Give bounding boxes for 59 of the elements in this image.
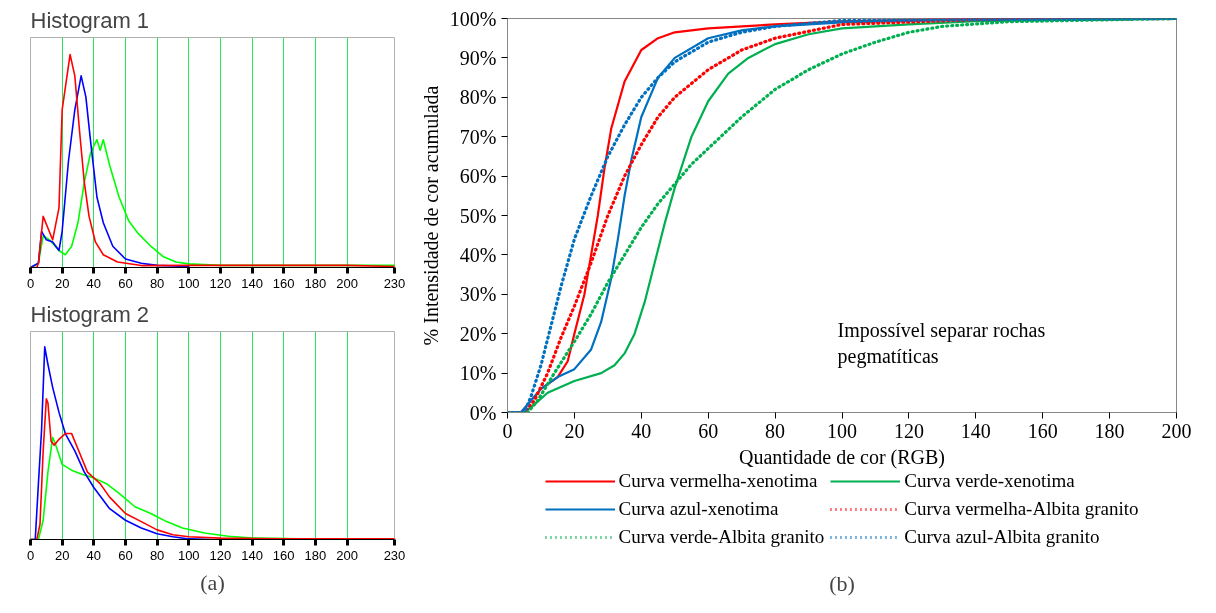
y-tick-label: 50% — [459, 204, 497, 227]
y-axis-title: % Intensidade de cor acumulada — [419, 85, 442, 346]
annotation: Impossível separar rochas pegmatíticas — [837, 319, 1046, 369]
x-tick-label: 20 — [54, 275, 70, 291]
x-axis-title: Quantidade de cor (RGB) — [738, 445, 946, 469]
x-tick-label: 120 — [893, 419, 924, 442]
x-tick-label: 200 — [336, 547, 358, 563]
y-tick-label: 0% — [469, 401, 497, 424]
x-tick-label: 200 — [1161, 419, 1192, 442]
x-tick-label: 40 — [86, 547, 102, 563]
x-tick-label: 20 — [564, 419, 585, 442]
x-tick-label: 140 — [241, 275, 263, 291]
x-tick-label: 160 — [272, 547, 295, 563]
x-tick-label: 140 — [960, 419, 991, 442]
y-tick-label: 70% — [459, 125, 497, 148]
x-tick-label: 60 — [118, 547, 133, 563]
legend-label: Curva vermelha-xenotima — [618, 470, 818, 492]
y-tick-label: 80% — [459, 86, 497, 109]
y-tick-label: 90% — [459, 46, 497, 69]
x-tick-label: 180 — [304, 275, 327, 291]
y-tick-label: 20% — [459, 322, 497, 345]
x-tick-label: 140 — [241, 547, 263, 563]
x-tick-label: 120 — [209, 547, 232, 563]
x-tick-label: 180 — [1094, 419, 1125, 442]
y-tick-label: 30% — [459, 283, 497, 306]
y-tick-label: 40% — [459, 243, 497, 266]
x-tick-label: 20 — [54, 547, 70, 563]
chart-title: Histogram 1 — [30, 7, 150, 33]
x-tick-label: 60 — [698, 419, 719, 442]
x-tick-label: 0 — [502, 419, 513, 442]
x-tick-label: 160 — [272, 275, 295, 291]
legend-label: Curva vermelha-Albita granito — [904, 498, 1139, 520]
x-tick-label: 80 — [149, 547, 165, 563]
x-tick-label: 40 — [631, 419, 652, 442]
x-tick-label: 100 — [827, 419, 857, 442]
x-tick-label: 0 — [26, 275, 35, 291]
legend-label: Curva azul-xenotima — [618, 498, 779, 520]
x-tick-label: 0 — [26, 547, 35, 563]
y-tick-label: 100% — [449, 7, 497, 30]
x-tick-label: 100 — [177, 275, 200, 291]
legend-label: Curva verde-xenotima — [904, 470, 1075, 492]
x-tick-label: 120 — [209, 275, 232, 291]
x-tick-label: 230 — [383, 547, 406, 563]
x-tick-label: 200 — [336, 275, 358, 291]
y-tick-label: 10% — [459, 362, 497, 385]
x-tick-label: 80 — [149, 275, 165, 291]
x-tick-label: 60 — [118, 275, 133, 291]
x-tick-label: 80 — [765, 419, 786, 442]
x-tick-label: 40 — [86, 275, 102, 291]
x-tick-label: 180 — [304, 547, 327, 563]
x-tick-label: 230 — [383, 275, 406, 291]
legend-label: Curva verde-Albita granito — [618, 526, 825, 548]
x-tick-label: 160 — [1027, 419, 1058, 442]
x-tick-label: 100 — [177, 547, 200, 563]
legend-label: Curva azul-Albita granito — [904, 526, 1100, 548]
text: (a) — [200, 569, 225, 595]
text: (b) — [829, 570, 855, 596]
y-tick-label: 60% — [459, 165, 497, 188]
chart-title: Histogram 2 — [30, 301, 150, 327]
